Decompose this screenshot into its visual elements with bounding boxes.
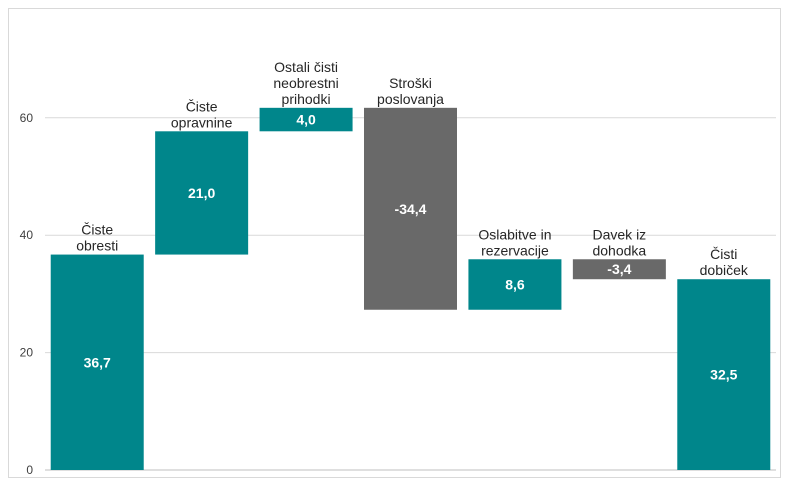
y-tick-label: 40 (20, 228, 34, 242)
waterfall-bar (155, 131, 249, 255)
category-labels: Čiste obresti Čiste opravnine Ostali čisti ne… (76, 59, 749, 278)
category-label: Stroški poslovanja (377, 75, 444, 107)
waterfall-bar (572, 259, 666, 280)
data-label: 8,6 (505, 277, 525, 293)
waterfall-bar (50, 254, 144, 470)
waterfall-bar (364, 107, 457, 310)
category-label: Čisti dobiček (700, 246, 749, 278)
y-axis-ticks: 0 20 40 60 (20, 111, 34, 477)
data-label: 32,5 (710, 367, 737, 383)
category-label: Oslabitve in rezervacije (478, 226, 551, 258)
data-label: -3,4 (607, 261, 631, 277)
bars: 36,7 21,0 4,0 -34,4 8,6 -3,4 32,5 (50, 107, 771, 470)
category-label: Ostali čisti neobrestni prihodki (273, 59, 338, 107)
waterfall-bar (259, 107, 353, 132)
data-label: 4,0 (296, 112, 316, 128)
data-label: 36,7 (84, 354, 111, 370)
data-label: -34,4 (395, 201, 427, 217)
category-label: Čiste obresti (76, 222, 118, 254)
category-label: Čiste opravnine (171, 98, 233, 130)
waterfall-bar (677, 279, 771, 470)
data-label: 21,0 (188, 185, 215, 201)
category-label: Davek iz dohodka (592, 226, 646, 258)
y-tick-label: 60 (20, 111, 34, 125)
y-tick-label: 20 (20, 346, 34, 360)
waterfall-bar (468, 259, 562, 310)
y-tick-label: 0 (26, 463, 33, 477)
